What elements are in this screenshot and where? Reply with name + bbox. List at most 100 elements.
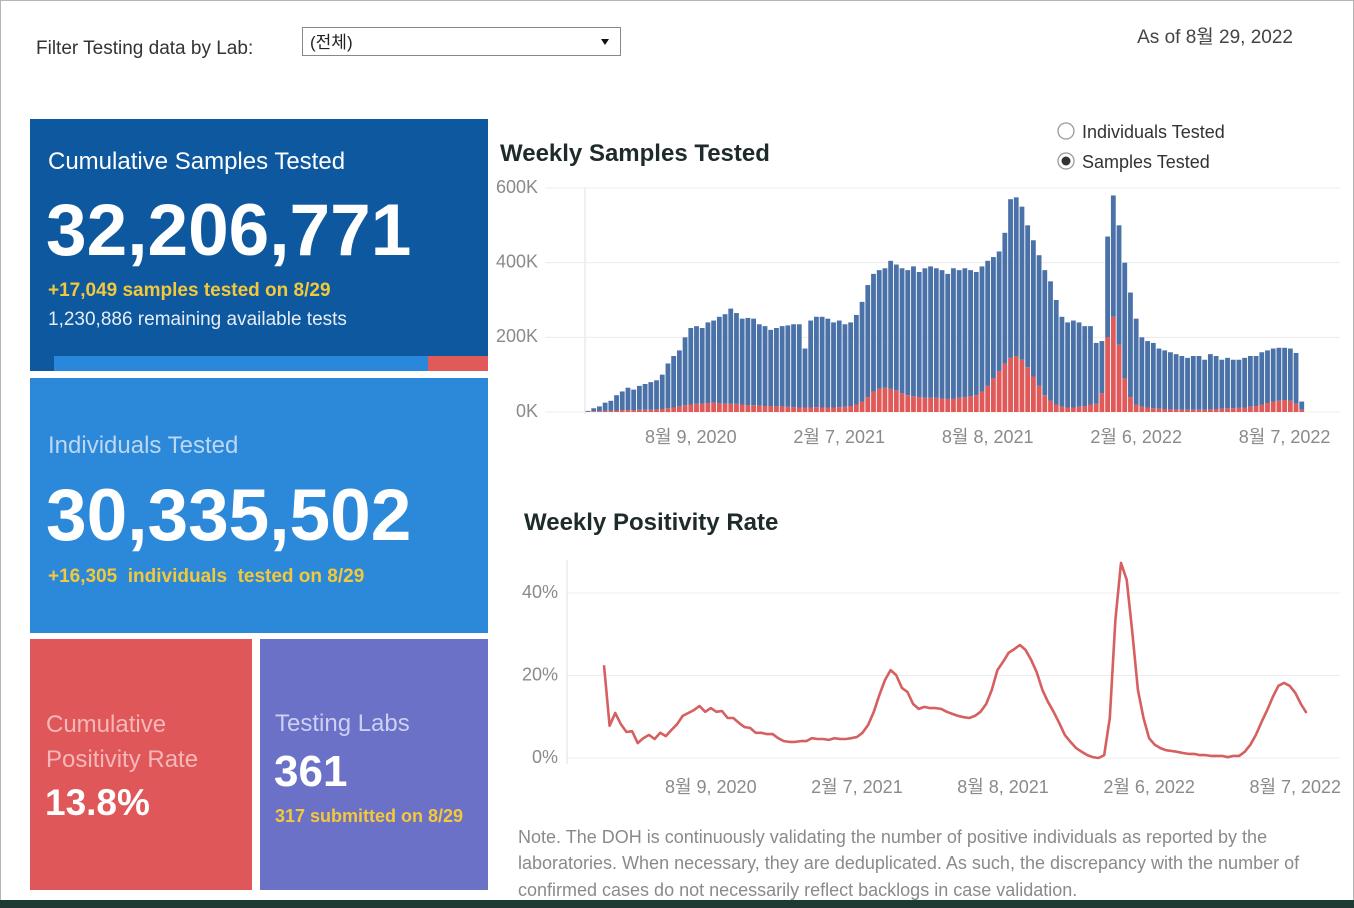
bar-segment [996, 251, 1002, 371]
chart-title: Weekly Positivity Rate [524, 509, 778, 536]
dropdown-arrow[interactable] [601, 39, 609, 45]
bar-segment [1013, 197, 1019, 356]
bar-segment [1179, 409, 1185, 412]
bar-segment [968, 270, 973, 397]
bar-segment [1282, 347, 1288, 401]
bar-segment [665, 408, 671, 412]
bar-segment [1013, 356, 1019, 412]
bar-segment [899, 393, 905, 412]
bar-segment [814, 316, 819, 408]
positivity-card [30, 639, 252, 890]
filter-dropdown[interactable]: (전체) [302, 27, 621, 56]
bar-segment [1202, 409, 1208, 412]
bar-segment [1070, 407, 1076, 412]
bar-segment [905, 270, 911, 396]
bar-segment [676, 406, 682, 412]
bar-segment [968, 396, 973, 412]
y-tick-label: 0% [532, 747, 558, 767]
bar-segment [888, 260, 894, 389]
bar-segment [836, 407, 842, 412]
x-tick-label: 2월 6, 2022 [1103, 777, 1195, 797]
bar-segment [1270, 348, 1276, 402]
bar-segment [636, 385, 642, 410]
bar-segment [1002, 232, 1008, 364]
individuals-card [30, 378, 488, 633]
bar-segment [888, 388, 894, 412]
bar-segment [1076, 406, 1082, 412]
bar-segment [1139, 337, 1145, 407]
bar-segment [848, 322, 854, 407]
y-tick-label: 20% [522, 664, 558, 684]
bar-segment [1207, 354, 1213, 410]
bar-segment [893, 390, 899, 412]
bar-segment [1030, 376, 1036, 412]
bar-segment [1196, 409, 1202, 412]
bar-segment [779, 406, 785, 412]
bar-segment [1008, 199, 1013, 358]
dropdown-box[interactable] [302, 27, 621, 56]
bar-segment [642, 384, 648, 410]
bar-segment [716, 316, 722, 404]
bar-segment [939, 398, 945, 412]
bar-segment [842, 324, 848, 407]
bar-segment [751, 405, 756, 412]
y-tick-label: 200K [496, 326, 538, 346]
bar-segment [1247, 356, 1253, 407]
bar-segment [928, 266, 933, 398]
labs-card [260, 639, 488, 890]
bar-segment [831, 322, 836, 408]
bar-segment [1042, 270, 1048, 396]
radio-dot[interactable] [1061, 156, 1071, 166]
bar-segment [1036, 385, 1042, 412]
bar-segment [871, 273, 876, 392]
bar-segment [859, 301, 865, 402]
bar-segment [625, 387, 631, 411]
bar-segment [979, 266, 985, 392]
bar-segment [985, 385, 991, 412]
bar-segment [985, 260, 991, 386]
bar-segment [1150, 408, 1156, 412]
bar-segment [933, 268, 939, 398]
bar-segment [1242, 407, 1248, 412]
bar-segment [1276, 347, 1282, 401]
bar-segment [676, 350, 682, 407]
bar-segment [1230, 408, 1236, 412]
measure-toggle[interactable]: Individuals Tested Samples Tested [1057, 122, 1225, 172]
bar-segment [688, 328, 694, 405]
bar-segment [1265, 350, 1270, 404]
radio-button[interactable] [1057, 122, 1075, 140]
card-value: 361 [274, 747, 347, 796]
x-tick-label: 8월 9, 2020 [665, 777, 757, 797]
bar-segment [602, 402, 608, 411]
bar-segment [631, 410, 637, 412]
bar-segment [694, 403, 699, 412]
bar-segment [979, 391, 985, 412]
bar-segment [1093, 342, 1099, 404]
bar-segment [882, 268, 888, 388]
bar-segment [825, 407, 831, 412]
bar-segment [779, 326, 785, 407]
bar-segment [1082, 326, 1088, 407]
card-title: Positivity Rate [46, 746, 198, 773]
card-remaining: 1,230,886 remaining available tests [48, 309, 347, 330]
radio-label[interactable]: Samples Tested [1082, 152, 1210, 172]
bar-segment [1299, 409, 1305, 412]
bar-segment [899, 268, 905, 394]
bar-segment [1053, 404, 1059, 412]
bar-segment [1065, 322, 1071, 408]
radio-label[interactable]: Individuals Tested [1082, 122, 1225, 142]
bar-segment [991, 378, 996, 412]
dropdown-value[interactable]: (전체) [310, 33, 353, 52]
bar-segment [1213, 409, 1219, 412]
bar-segment [1110, 316, 1116, 412]
bar-segment [1196, 356, 1202, 410]
bar-segment [859, 401, 865, 412]
bar-segment [996, 370, 1002, 412]
bar-segment [1002, 363, 1008, 412]
bar-segment [1099, 393, 1105, 412]
bar-segment [1270, 401, 1276, 412]
x-tick-label: 8월 8, 2021 [942, 427, 1034, 447]
bar-segment [1139, 406, 1145, 412]
bar-segment [956, 397, 962, 412]
bar-segment [796, 324, 802, 408]
